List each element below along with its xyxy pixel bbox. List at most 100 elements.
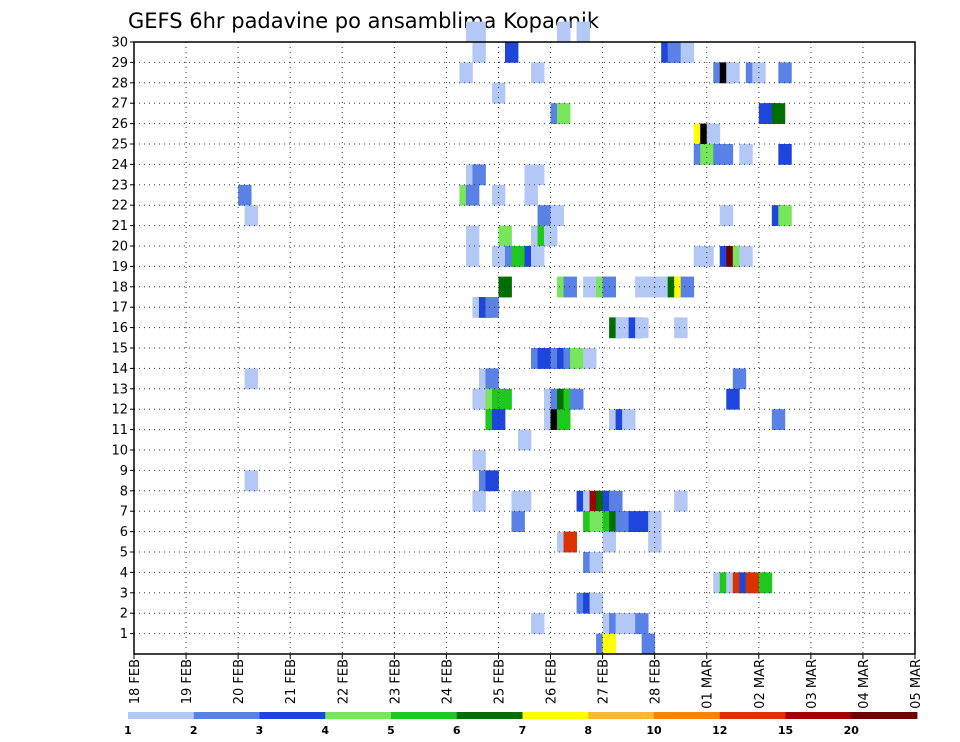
heatmap-cell	[504, 42, 519, 63]
heatmap-cell	[732, 368, 747, 390]
x-tick-label: 28 FEB	[649, 659, 664, 704]
chart-title: GEFS 6hr padavine po ansamblima Kopaonik	[128, 9, 600, 33]
heatmap-cell	[680, 42, 695, 63]
heatmap-cell	[674, 490, 688, 512]
x-tick-label: 24 FEB	[440, 659, 455, 704]
heatmap-cell	[472, 450, 486, 471]
heatmap-cell	[635, 613, 649, 634]
x-tick-label: 18 FEB	[128, 659, 143, 704]
legend-label: 3	[256, 724, 264, 737]
heatmap-cell	[465, 246, 480, 267]
heatmap-cell	[674, 317, 688, 339]
heatmap-cell	[531, 62, 545, 84]
heatmap-cell	[244, 368, 259, 390]
heatmap-cell	[472, 490, 486, 512]
legend-label: 1	[124, 724, 132, 737]
y-tick-label: 23	[111, 178, 128, 193]
heatmap-cell	[771, 103, 786, 124]
x-tick-label: 02 MAR	[753, 659, 768, 709]
y-tick-label: 8	[120, 484, 128, 499]
heatmap-cell	[531, 246, 545, 267]
heatmap-cell	[576, 21, 590, 43]
x-tick-label: 23 FEB	[388, 659, 403, 704]
x-tick-label: 19 FEB	[180, 659, 195, 704]
legend-label: 4	[321, 724, 329, 737]
y-tick-label: 24	[111, 158, 128, 173]
legend-label: 12	[712, 724, 727, 737]
heatmap-cell	[472, 42, 486, 63]
x-axis-ticks: 18 FEB 19 FEB 20 FEB 21 FEB 22 FEB 23 FEB 24 F…	[128, 654, 924, 709]
heatmap-cell	[531, 613, 545, 634]
x-tick-label: 22 FEB	[336, 659, 351, 704]
x-tick-label: 01 MAR	[701, 659, 716, 709]
heatmap-cell	[648, 511, 662, 532]
legend-swatch	[851, 712, 918, 719]
legend-swatch	[785, 712, 852, 719]
heatmap-cell	[517, 490, 532, 512]
legend-swatch	[325, 712, 392, 719]
heatmap-cell	[472, 164, 486, 186]
legend-label: 6	[453, 724, 461, 737]
heatmap-cell	[544, 225, 558, 247]
heatmap-cell	[778, 144, 792, 165]
heatmap-cell	[563, 276, 577, 298]
heatmap-cell	[726, 388, 740, 410]
x-tick-label: 04 MAR	[857, 659, 872, 709]
heatmap-cell	[511, 246, 525, 267]
y-tick-label: 4	[120, 566, 128, 581]
y-tick-label: 9	[120, 464, 128, 479]
heatmap-cell	[238, 184, 252, 206]
y-tick-label: 20	[111, 240, 128, 255]
heatmap-cell	[557, 103, 571, 124]
grid-lines	[134, 41, 915, 654]
y-tick-label: 16	[111, 321, 128, 336]
y-tick-label: 21	[111, 219, 128, 234]
heatmap-cell	[589, 552, 603, 573]
heatmap-cell	[609, 490, 623, 512]
y-tick-label: 2	[120, 607, 128, 622]
heatmap-cell	[517, 429, 532, 451]
y-tick-label: 10	[111, 444, 128, 459]
heatmap-cell	[459, 62, 473, 84]
heatmap-cell	[589, 592, 603, 614]
heatmap-cell	[771, 409, 786, 430]
heatmap-cell	[550, 205, 564, 226]
x-tick-label: 25 FEB	[492, 659, 507, 704]
heatmap-cell	[778, 62, 792, 84]
heatmap-cell	[498, 388, 512, 410]
heatmap-cell	[531, 164, 545, 186]
x-tick-label: 20 FEB	[232, 659, 247, 704]
legend-label: 15	[778, 724, 793, 737]
legend-swatch	[456, 712, 523, 719]
heatmap-cell	[602, 531, 617, 553]
heatmap-cell	[465, 184, 480, 206]
legend-swatch	[719, 712, 786, 719]
heatmap-cell	[706, 123, 721, 145]
y-tick-label: 26	[111, 117, 128, 132]
y-tick-label: 13	[111, 382, 128, 397]
heatmap-cell	[758, 572, 773, 594]
heatmap-cells	[238, 21, 792, 655]
legend-label: 8	[584, 724, 592, 737]
heatmap-cell	[570, 388, 584, 410]
legend-swatch	[654, 712, 721, 719]
heatmap-cell	[465, 225, 480, 247]
y-axis-ticks: 1234567891011121314151617181920212223242…	[111, 36, 134, 642]
x-tick-label: 27 FEB	[597, 659, 612, 704]
legend-label: 7	[519, 724, 527, 737]
heatmap-cell	[491, 82, 506, 104]
y-tick-label: 17	[111, 301, 128, 316]
heatmap-cell	[583, 348, 597, 369]
heatmap-cell	[557, 409, 571, 430]
heatmap-cell	[557, 21, 571, 43]
y-tick-label: 7	[120, 505, 128, 520]
heatmap-cell	[498, 225, 512, 247]
y-tick-label: 28	[111, 76, 128, 91]
heatmap-cell	[602, 633, 617, 655]
heatmap-cell	[778, 205, 792, 226]
heatmap-cell	[641, 633, 656, 655]
heatmap-cell	[739, 144, 753, 165]
heatmap-cell	[472, 21, 486, 43]
heatmap-cell	[485, 368, 499, 390]
x-tick-label: 05 MAR	[909, 659, 924, 709]
